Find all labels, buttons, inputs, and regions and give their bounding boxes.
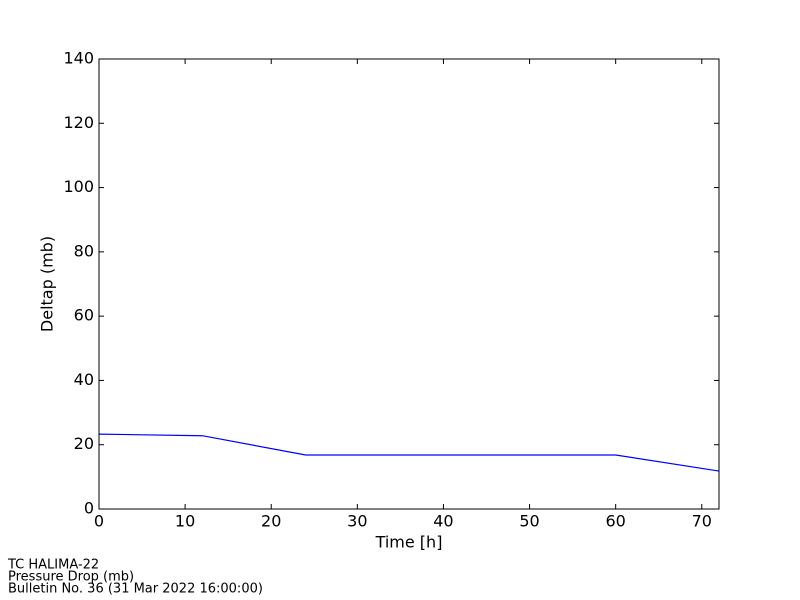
x-tick-label: 70	[692, 512, 712, 531]
y-tick-label: 60	[74, 306, 94, 325]
y-tick-label: 140	[63, 49, 94, 68]
x-tick-label: 30	[347, 512, 367, 531]
y-tick-label: 20	[74, 434, 94, 453]
data-line	[98, 433, 720, 472]
y-tick-label: 80	[74, 241, 94, 260]
x-axis-label: Time [h]	[375, 533, 443, 552]
x-tick-label: 0	[94, 512, 104, 531]
x-tick-label: 50	[519, 512, 539, 531]
y-tick-label: 100	[63, 177, 94, 196]
y-axis-label: Deltap (mb)	[38, 236, 57, 332]
footer-note: Pressure Drop (mb)	[8, 570, 134, 585]
y-tick-label: 40	[74, 370, 94, 389]
footer-note: Bulletin No. 36 (31 Mar 2022 16:00:00)	[8, 582, 263, 597]
footer-note: TC HALIMA-22	[7, 558, 99, 573]
x-tick-label: 40	[433, 512, 453, 531]
x-tick-label: 20	[261, 512, 281, 531]
x-tick-label: 10	[175, 512, 195, 531]
y-tick-label: 0	[84, 499, 94, 518]
plot-frame	[98, 58, 720, 510]
y-tick-label: 120	[63, 113, 94, 132]
x-tick-label: 60	[605, 512, 625, 531]
